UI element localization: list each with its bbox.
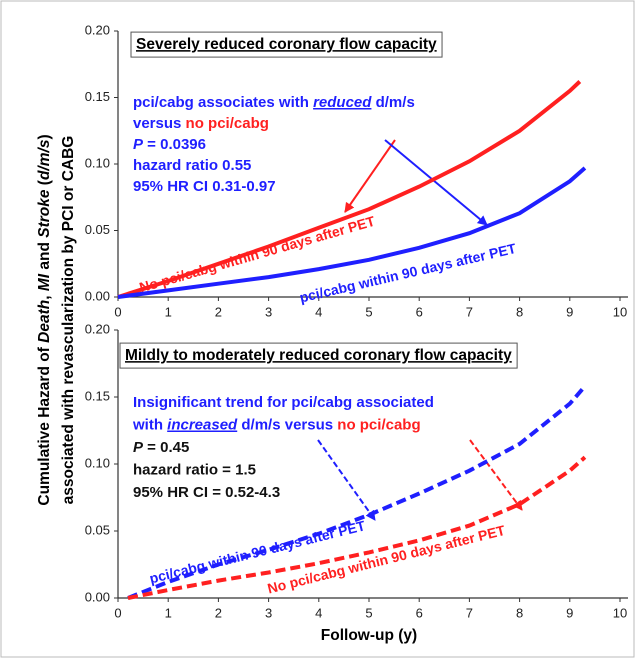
annotation-line: P = 0.0396 [133, 136, 206, 153]
x-tick-label: 10 [613, 605, 627, 620]
text-segment: and [36, 238, 53, 274]
x-tick-label: 8 [516, 304, 523, 319]
text-segment: d/m/s [36, 139, 53, 180]
x-tick-label: 2 [215, 304, 222, 319]
x-tick-label: 1 [165, 304, 172, 319]
series-line [127, 455, 587, 600]
x-tick-label: 4 [315, 605, 322, 620]
panel-title: Mildly to moderately reduced coronary fl… [125, 347, 512, 364]
annotation-line: versus no pci/cabg [133, 115, 269, 132]
x-tick-label: 5 [365, 304, 372, 319]
text-segment: = 0.0396 [143, 136, 206, 153]
x-tick-label: 5 [365, 605, 372, 620]
y-tick-label: 0.00 [85, 288, 110, 303]
text-segment: pci/cabg associates with [133, 94, 313, 111]
text-segment: 95% HR CI = 0.52-4.3 [133, 484, 280, 501]
series-line [127, 384, 587, 600]
y-axis-label: associated with revascularization by PCI… [60, 136, 77, 505]
x-axis-label: Follow-up (y) [321, 627, 417, 644]
text-segment: , [36, 291, 53, 300]
y-tick-label: 0.20 [85, 321, 110, 336]
x-tick-label: 6 [416, 605, 423, 620]
text-segment: no pci/cabg [337, 416, 420, 433]
series-line [117, 80, 582, 299]
text-segment: Cumulative Hazard of [36, 343, 53, 506]
x-tick-label: 0 [114, 605, 121, 620]
text-segment: 95% HR CI 0.31-0.97 [133, 178, 276, 195]
text-segment: hazard ratio = 1.5 [133, 461, 256, 478]
text-segment: with [132, 416, 167, 433]
y-axis-label: Cumulative Hazard of Death, MI and Strok… [36, 134, 53, 505]
arrow [384, 139, 488, 226]
text-segment: ( [36, 179, 53, 189]
panel-title: Severely reduced coronary flow capacity [136, 36, 437, 53]
annotation-line: pci/cabg associates with reduced d/m/s [133, 94, 415, 111]
text-segment: = 0.45 [143, 439, 189, 456]
y-tick-label: 0.00 [85, 589, 110, 604]
text-segment: associated with revascularization by PCI… [60, 136, 77, 505]
series-line [117, 166, 587, 299]
y-tick-label: 0.05 [85, 522, 110, 537]
text-segment: P [133, 136, 144, 153]
text-segment: Stroke [36, 189, 53, 238]
x-tick-label: 7 [466, 304, 473, 319]
text-segment: Death [36, 300, 53, 343]
annotation-line: hazard ratio = 1.5 [133, 461, 256, 478]
text-segment: reduced [313, 94, 372, 111]
x-tick-label: 0 [114, 304, 121, 319]
x-tick-label: 2 [215, 605, 222, 620]
title-box [130, 31, 443, 58]
text-segment: d/m/s versus [237, 416, 337, 433]
text-segment: ) [36, 134, 53, 139]
arrow [469, 439, 523, 511]
arrow [344, 139, 396, 213]
text-segment: hazard ratio 0.55 [133, 157, 251, 174]
text-segment: increased [167, 416, 238, 433]
annotation-line: 95% HR CI 0.31-0.97 [133, 178, 276, 195]
x-tick-label: 6 [416, 304, 423, 319]
title-box [119, 342, 518, 369]
annotation-line: P = 0.45 [133, 439, 189, 456]
x-tick-label: 7 [466, 605, 473, 620]
y-tick-label: 0.20 [85, 22, 110, 37]
x-tick-label: 3 [265, 304, 272, 319]
text-segment: MI [36, 273, 53, 291]
arrow [317, 439, 376, 521]
x-tick-label: 9 [566, 304, 573, 319]
annotation-line: Insignificant trend for pci/cabg associa… [133, 394, 434, 411]
text-segment: P [133, 439, 144, 456]
y-tick-label: 0.10 [85, 155, 110, 170]
x-tick-label: 4 [315, 304, 322, 319]
text-segment: versus [133, 115, 186, 132]
x-tick-label: 10 [613, 304, 627, 319]
y-tick-label: 0.15 [85, 89, 110, 104]
x-tick-label: 8 [516, 605, 523, 620]
y-tick-label: 0.10 [85, 455, 110, 470]
annotation-line: with increased d/m/s versus no pci/cabg [132, 416, 421, 433]
text-segment: Insignificant trend for pci/cabg associa… [133, 394, 434, 411]
x-tick-label: 1 [165, 605, 172, 620]
y-tick-label: 0.05 [85, 222, 110, 237]
y-tick-label: 0.15 [85, 388, 110, 403]
annotation-line: hazard ratio 0.55 [133, 157, 251, 174]
text-segment: no pci/cabg [186, 115, 269, 132]
annotation-line: 95% HR CI = 0.52-4.3 [133, 484, 280, 501]
x-tick-label: 3 [265, 605, 272, 620]
text-segment: d/m/s [371, 94, 414, 111]
x-tick-label: 9 [566, 605, 573, 620]
